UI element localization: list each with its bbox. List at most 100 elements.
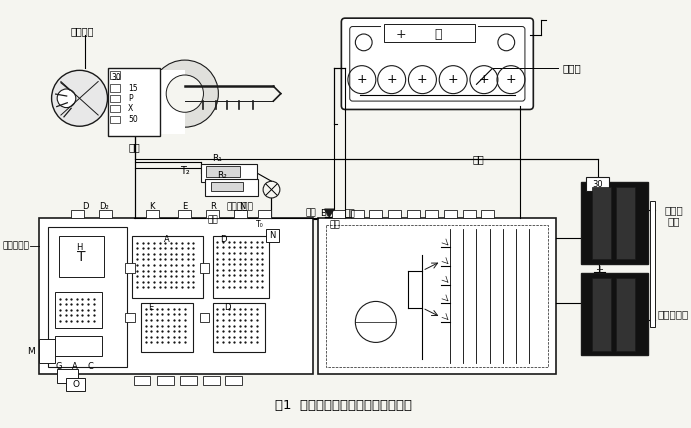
Text: 30: 30 — [111, 73, 121, 82]
Bar — [650, 201, 655, 327]
Circle shape — [52, 70, 108, 126]
Bar — [108, 68, 160, 136]
Bar — [581, 182, 648, 264]
Text: M: M — [27, 347, 35, 356]
Bar — [125, 263, 135, 273]
Text: D: D — [224, 303, 231, 312]
Bar — [406, 210, 419, 217]
Text: C: C — [88, 362, 94, 371]
Bar — [616, 278, 635, 351]
Bar — [200, 312, 209, 322]
Text: T₂: T₂ — [180, 166, 190, 176]
Text: 蓝色: 蓝色 — [344, 209, 355, 218]
Bar — [59, 236, 104, 277]
Bar — [444, 210, 457, 217]
Text: K: K — [149, 202, 155, 211]
Text: +: + — [448, 73, 459, 86]
Text: E: E — [182, 202, 187, 211]
Polygon shape — [325, 209, 334, 217]
Text: 交流发电机: 交流发电机 — [657, 309, 688, 319]
Bar — [125, 312, 135, 322]
Bar — [111, 71, 120, 79]
Bar — [111, 95, 120, 102]
Bar — [200, 263, 209, 273]
Text: D₂: D₂ — [99, 202, 108, 211]
Text: +: + — [396, 28, 406, 42]
Circle shape — [167, 75, 203, 112]
Text: P: P — [128, 94, 133, 103]
Text: D: D — [220, 235, 226, 244]
Text: +: + — [357, 73, 367, 86]
Bar — [132, 236, 202, 298]
Bar — [581, 273, 648, 356]
Text: 15: 15 — [128, 83, 138, 92]
Bar — [157, 376, 173, 385]
Bar — [39, 217, 314, 374]
Text: E: E — [149, 303, 153, 312]
Text: 蓝色: 蓝色 — [207, 215, 218, 224]
Bar — [57, 369, 77, 383]
Bar — [481, 210, 494, 217]
Text: O: O — [73, 380, 79, 389]
Bar — [325, 225, 548, 367]
Bar — [203, 376, 220, 385]
Text: R₁: R₁ — [213, 155, 223, 163]
Text: +: + — [596, 265, 603, 275]
Text: +: + — [506, 73, 516, 86]
Bar — [206, 166, 240, 177]
Text: 起动开关: 起动开关 — [70, 26, 94, 36]
Text: +: + — [479, 73, 489, 86]
Bar — [200, 163, 256, 182]
Circle shape — [57, 89, 76, 107]
Bar — [592, 278, 611, 351]
FancyBboxPatch shape — [341, 18, 533, 110]
Text: R₂: R₂ — [217, 171, 227, 180]
Text: 黑色: 黑色 — [473, 154, 484, 164]
Bar — [616, 187, 635, 259]
Text: 中央线路板: 中央线路板 — [2, 241, 29, 250]
Bar — [178, 210, 191, 217]
Bar — [180, 376, 197, 385]
Text: +: + — [417, 73, 428, 86]
Text: 光电指示灯: 光电指示灯 — [227, 203, 254, 212]
Bar — [462, 210, 475, 217]
Bar — [141, 303, 193, 352]
Bar — [206, 210, 219, 217]
Text: N: N — [239, 202, 246, 211]
Bar — [55, 336, 102, 357]
Text: B₁: B₁ — [320, 209, 330, 218]
Bar — [225, 376, 242, 385]
Text: 起动发
电机: 起动发 电机 — [665, 205, 683, 226]
Bar — [48, 227, 127, 367]
Text: A: A — [72, 362, 78, 371]
Bar — [425, 210, 438, 217]
Bar — [587, 178, 609, 190]
Text: 图1  发电机、起动机及蓄电池的接线: 图1 发电机、起动机及蓄电池的接线 — [275, 399, 412, 412]
Text: N: N — [269, 231, 276, 240]
Bar — [384, 24, 475, 42]
Bar — [108, 70, 184, 134]
Text: H: H — [76, 243, 82, 252]
Text: 红色: 红色 — [305, 208, 316, 217]
Bar — [369, 210, 382, 217]
Bar — [213, 303, 265, 352]
Bar — [592, 187, 611, 259]
Bar — [55, 292, 102, 327]
Bar — [388, 210, 401, 217]
Bar — [351, 210, 363, 217]
Text: 黑色: 黑色 — [129, 142, 140, 152]
Bar — [318, 217, 556, 374]
Text: +: + — [386, 73, 397, 86]
Bar — [266, 229, 279, 242]
Bar — [234, 210, 247, 217]
Text: A: A — [164, 235, 170, 244]
Bar — [332, 210, 345, 217]
Bar — [99, 210, 112, 217]
Bar — [39, 339, 55, 363]
Bar — [111, 105, 120, 112]
Bar — [111, 84, 120, 92]
Text: X: X — [128, 104, 133, 113]
Text: 30: 30 — [592, 179, 603, 188]
Text: D: D — [82, 202, 88, 211]
Text: T₀: T₀ — [256, 220, 263, 229]
